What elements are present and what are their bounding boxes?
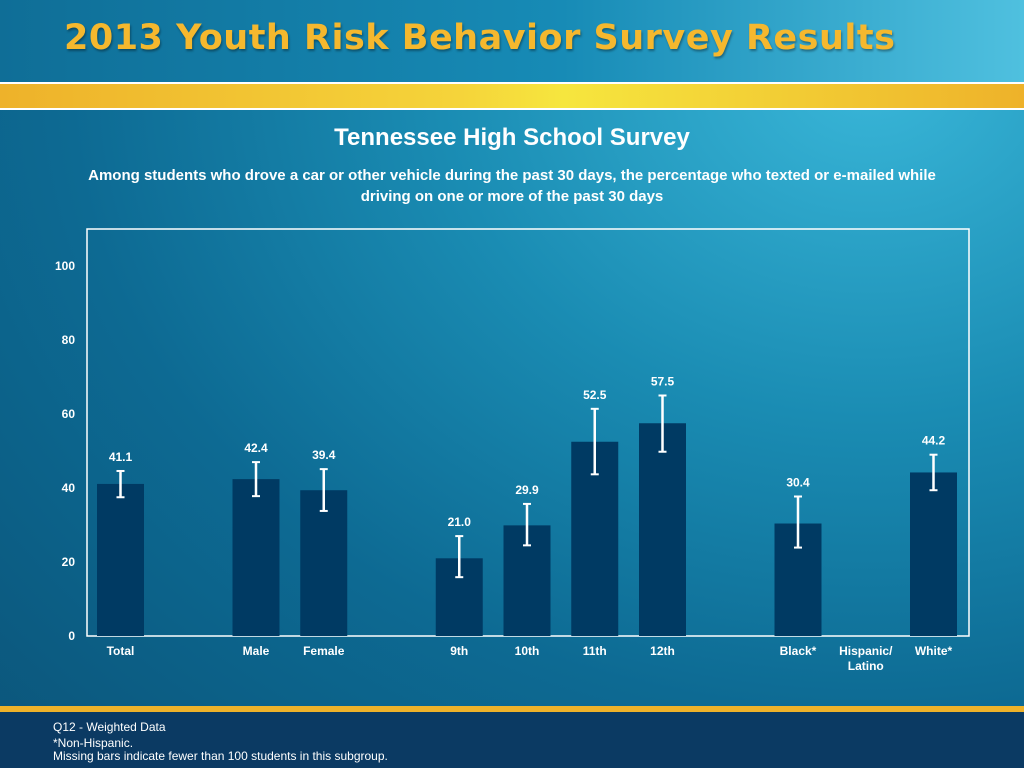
footnote-missing-bars: Missing bars indicate fewer than 100 stu… — [53, 749, 388, 763]
header-bar: 2013 Youth Risk Behavior Survey Results — [0, 0, 1024, 82]
x-tick-label: Total — [107, 644, 135, 658]
x-tick-label: Black* — [780, 644, 817, 658]
bar — [910, 472, 957, 636]
y-tick-label: 60 — [62, 407, 76, 421]
y-tick-label: 80 — [62, 333, 76, 347]
bar — [300, 490, 348, 636]
x-tick-label: Female — [303, 644, 345, 658]
data-label: 39.4 — [312, 448, 336, 462]
survey-subtitle: Among students who drove a car or other … — [88, 167, 936, 205]
footer-bar — [0, 706, 1024, 768]
header-accent-band — [0, 82, 1024, 110]
y-tick-label: 20 — [62, 555, 76, 569]
bar — [232, 479, 280, 636]
data-label: 41.1 — [109, 450, 133, 464]
data-label: 29.9 — [515, 483, 539, 497]
x-tick-label: Latino — [848, 659, 884, 673]
x-tick-label: 12th — [650, 644, 675, 658]
page-title: 2013 Youth Risk Behavior Survey Results — [64, 18, 896, 58]
x-tick-label: 10th — [515, 644, 540, 658]
bar — [97, 483, 144, 636]
x-tick-label: 11th — [583, 644, 607, 658]
data-label: 52.5 — [583, 388, 607, 402]
bar-chart: 0 20 40 60 80 100 41.1 Total 42.4 Male 39.4 Female 2… — [55, 259, 957, 673]
x-tick-label: Hispanic/ — [839, 644, 893, 658]
y-tick-label: 0 — [68, 629, 75, 643]
footnote-non-hispanic: *Non-Hispanic. — [53, 736, 134, 750]
bar — [639, 423, 686, 636]
y-tick-label: 100 — [55, 259, 75, 273]
data-label: 44.2 — [922, 434, 946, 448]
data-label: 30.4 — [786, 476, 810, 490]
x-tick-label: Male — [243, 644, 270, 658]
data-label: 57.5 — [651, 375, 675, 389]
x-tick-label: 9th — [450, 644, 468, 658]
data-label: 21.0 — [448, 515, 472, 529]
y-tick-label: 40 — [62, 481, 76, 495]
x-tick-label: White* — [915, 644, 953, 658]
survey-title: Tennessee High School Survey — [334, 124, 690, 151]
footnote-data-source: Q12 - Weighted Data — [53, 720, 166, 734]
data-label: 42.4 — [244, 441, 268, 455]
